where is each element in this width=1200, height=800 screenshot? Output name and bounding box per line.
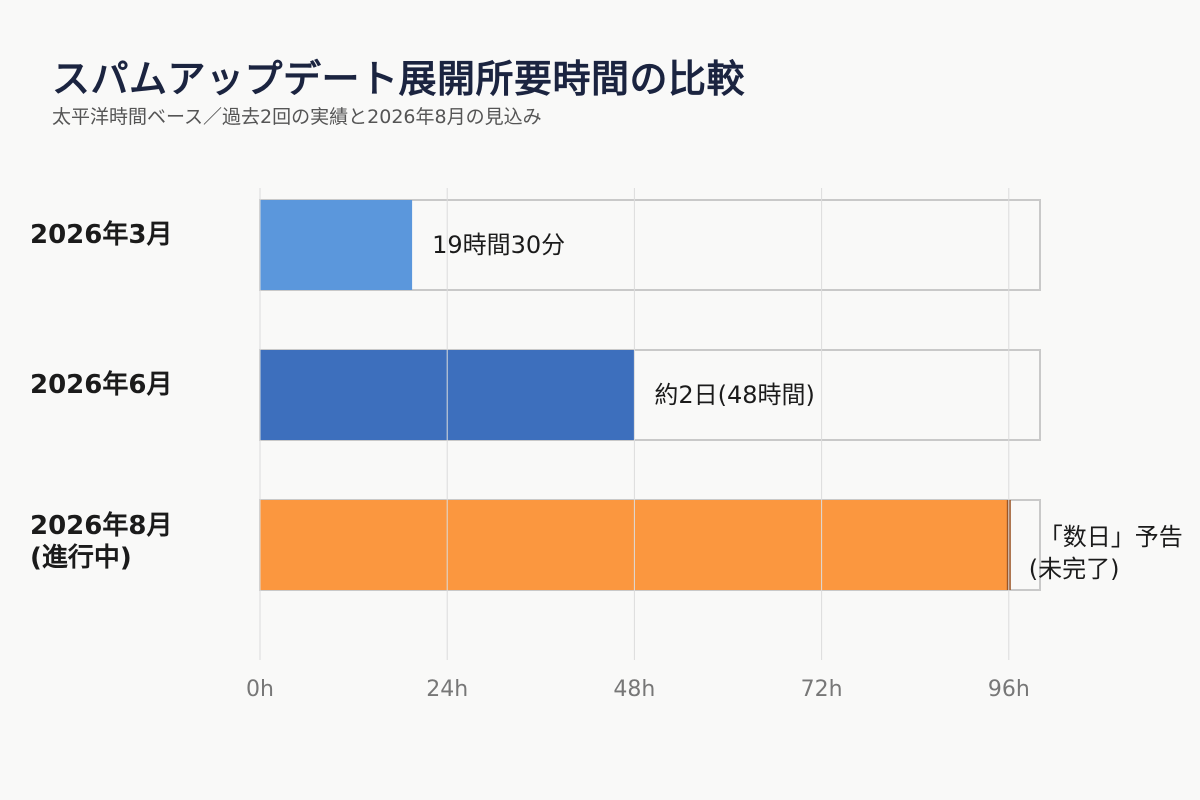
value-label: (未完了) [1029,555,1120,583]
category-label: (進行中) [30,542,132,573]
x-tick-label: 0h [246,677,274,702]
value-label: 「数日」予告 [1039,523,1183,551]
category-label: 2026年6月 [30,369,172,400]
x-tick-label: 48h [613,677,655,702]
x-tick-label: 72h [801,677,843,702]
category-label: 2026年8月 [30,510,172,541]
x-tick-label: 24h [426,677,468,702]
x-tick-label: 96h [988,677,1030,702]
chart-subtitle: 太平洋時間ベース／過去2回の実績と2026年8月の見込み [52,106,542,128]
value-label: 19時間30分 [432,231,565,259]
value-label: 約2日(48時間) [654,381,815,409]
bar [260,200,413,290]
category-label: 2026年3月 [30,219,172,250]
chart-title: スパムアップデート展開所要時間の比較 [52,57,746,101]
